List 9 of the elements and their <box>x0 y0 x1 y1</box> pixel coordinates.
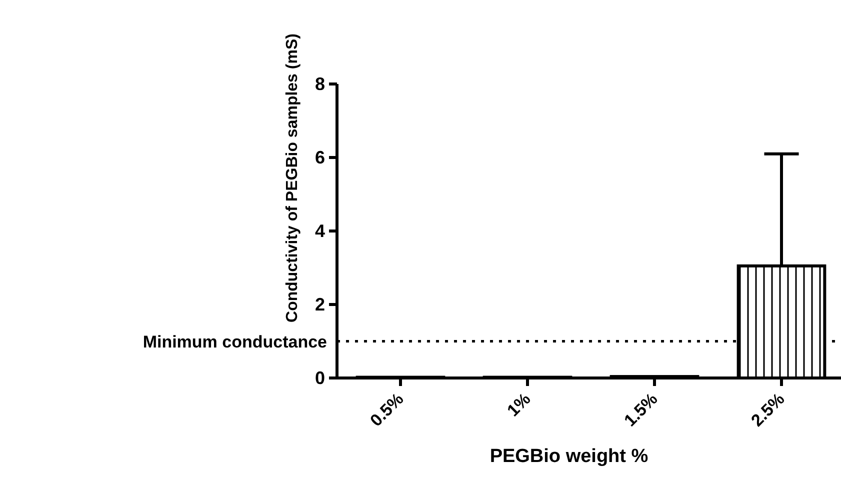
x-axis-title: PEGBio weight % <box>490 446 648 467</box>
x-tick-label: 1% <box>504 389 534 420</box>
y-tick-label: 0 <box>314 368 325 388</box>
y-tick-label: 8 <box>314 74 325 94</box>
y-tick-label: 4 <box>314 221 325 241</box>
ref-line-label: Minimum conductance <box>142 332 327 352</box>
y-axis-title: Conductivity of PEGBio samples (mS) <box>284 34 301 322</box>
y-tick-label: 6 <box>314 148 325 168</box>
y-tick-label: 2 <box>314 294 325 314</box>
